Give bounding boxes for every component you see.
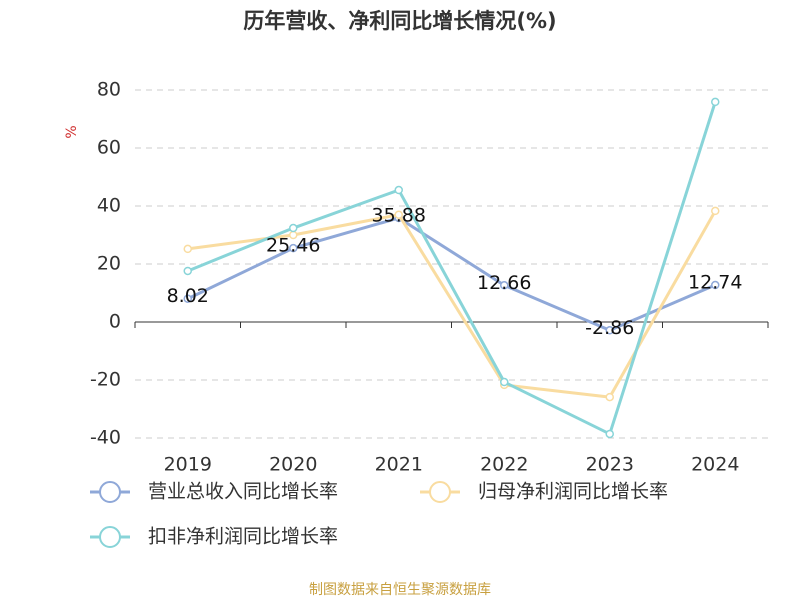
point (605, 326, 614, 335)
legend-label: 归母净利润同比增长率 (478, 481, 668, 503)
y-tick-label: 80 (97, 79, 121, 101)
x-tick-label: 2024 (691, 454, 739, 476)
y-tick-label: -40 (90, 427, 121, 449)
point (183, 294, 192, 303)
point (183, 244, 192, 254)
data-label: 8.02 (167, 285, 209, 307)
point (500, 377, 509, 387)
point (711, 280, 720, 290)
series-line (187, 101, 717, 437)
data-label: 12.66 (477, 272, 531, 294)
point (183, 266, 192, 276)
x-tick-label: 2023 (586, 454, 634, 476)
point (394, 185, 403, 195)
point (289, 223, 298, 233)
chart-title: 历年营收、净利同比增长情况(%) (243, 9, 556, 33)
series-line (187, 216, 716, 332)
data-label: 25.46 (266, 235, 320, 257)
point (289, 243, 298, 253)
legend-marker (429, 481, 451, 503)
y-tick-label: -20 (90, 369, 121, 391)
point (605, 429, 614, 439)
x-tick-label: 2019 (164, 454, 212, 476)
point (394, 210, 403, 219)
x-tick-label: 2022 (480, 454, 528, 476)
y-tick-label: 0 (109, 311, 121, 333)
series-line (187, 210, 717, 399)
point (500, 281, 509, 290)
point (605, 392, 614, 402)
point (711, 97, 720, 107)
legend-label: 营业总收入同比增长率 (148, 481, 338, 503)
point (711, 206, 720, 216)
footer: 制图数据来自恒生聚源数据库 (309, 582, 491, 598)
legend-marker (99, 526, 121, 548)
y-tick-label: 40 (97, 195, 121, 217)
legend-marker (99, 481, 121, 503)
y-tick-label: 20 (97, 253, 121, 275)
y-tick-label: 60 (97, 137, 121, 159)
data-label: -2.86 (585, 317, 634, 339)
y-axis-label: % (64, 125, 80, 138)
x-tick-label: 2021 (375, 454, 423, 476)
data-label: 35.88 (372, 204, 426, 226)
x-tick-label: 2020 (269, 454, 317, 476)
data-label: 12.74 (688, 272, 742, 294)
legend-label: 扣非净利润同比增长率 (148, 526, 338, 548)
